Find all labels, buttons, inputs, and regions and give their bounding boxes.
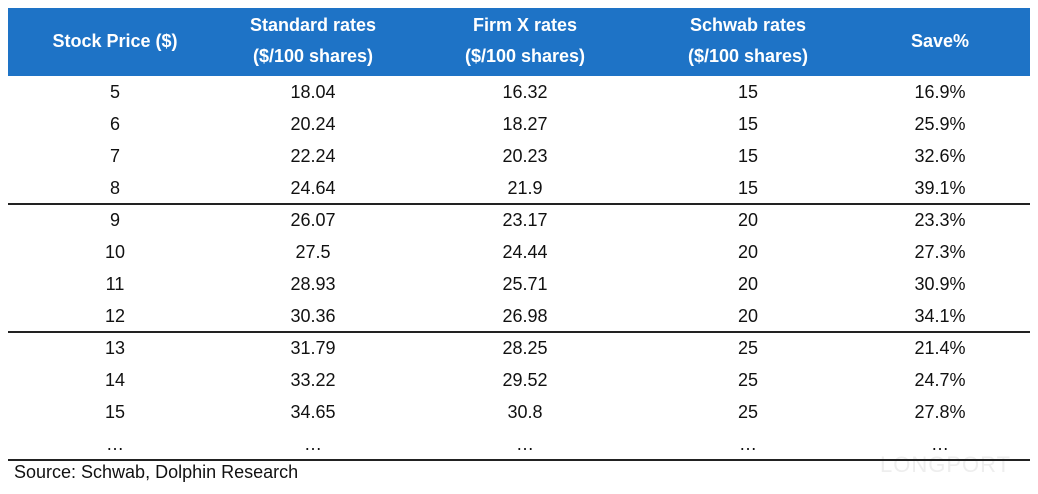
header-cell: Stock Price ($) <box>52 31 178 51</box>
table-cell: 22.24 <box>290 146 336 166</box>
table-cell: 24.44 <box>502 242 548 262</box>
bottom-rule <box>8 459 1030 461</box>
table-cell: 21.9 <box>507 178 543 198</box>
header-cell: ($/100 shares) <box>252 46 374 66</box>
table-cell: 13 <box>104 338 126 358</box>
table-cell: 32.6% <box>914 146 966 166</box>
table-cell: 5 <box>109 82 120 102</box>
table-cell: 21.4% <box>914 338 966 358</box>
table-cell: 26.07 <box>290 210 336 230</box>
table-cell: 27.8% <box>914 402 966 422</box>
table-cell: 39.1% <box>914 178 966 198</box>
table-cell: … <box>304 434 322 454</box>
header-cell: Save% <box>910 31 970 51</box>
header-cell: Standard rates <box>249 15 377 35</box>
table-cell: 29.52 <box>502 370 548 390</box>
table-cell: 20.23 <box>502 146 548 166</box>
table-cell: 26.98 <box>502 306 548 326</box>
table-cell: 20 <box>737 210 759 230</box>
table-cell: 15 <box>737 146 759 166</box>
table-cell: … <box>739 434 757 454</box>
table-cell: 33.22 <box>290 370 336 390</box>
table-cell: 20.24 <box>290 114 336 134</box>
table-cell: … <box>931 434 949 454</box>
table-cell: 27.5 <box>295 242 331 262</box>
data-table: Stock Price ($) Standard rates ($/100 shar… <box>8 8 1030 461</box>
table-cell: 16.32 <box>502 82 548 102</box>
table-cell: 20 <box>737 242 759 262</box>
header-cell: ($/100 shares) <box>464 46 586 66</box>
table-cell: 25.9% <box>914 114 966 134</box>
table-cell: 6 <box>109 114 120 134</box>
table-cell: 24.64 <box>290 178 336 198</box>
table-cell: 8 <box>109 178 120 198</box>
header-cell: ($/100 shares) <box>687 46 809 66</box>
group-separator <box>8 331 1030 333</box>
table-cell: 34.65 <box>290 402 336 422</box>
table-cell: 25 <box>737 402 759 422</box>
table-cell: 34.1% <box>914 306 966 326</box>
table-cell: 10 <box>104 242 126 262</box>
table-cell: … <box>106 434 124 454</box>
table-cell: 9 <box>109 210 120 230</box>
table-cell: 20 <box>737 274 759 294</box>
table-cell: 30.8 <box>507 402 543 422</box>
table-cell: 11 <box>105 274 125 294</box>
group-separator <box>8 203 1030 205</box>
table-cell: 12 <box>104 306 126 326</box>
table-cell: 28.25 <box>502 338 548 358</box>
table-cell: 18.27 <box>502 114 548 134</box>
table-cell: 25 <box>737 370 759 390</box>
table-cell: 15 <box>737 178 759 198</box>
table-cell: 15 <box>737 114 759 134</box>
table-cell: 14 <box>104 370 126 390</box>
table-cell: … <box>516 434 534 454</box>
table-cell: 28.93 <box>290 274 336 294</box>
table-cell: 20 <box>737 306 759 326</box>
table-header: Stock Price ($) Standard rates ($/100 shar… <box>8 8 1030 76</box>
table-cell: 23.3% <box>914 210 966 230</box>
table-cell: 27.3% <box>914 242 966 262</box>
table-cell: 18.04 <box>290 82 336 102</box>
table-cell: 16.9% <box>914 82 966 102</box>
watermark: LONGPORT <box>880 452 1012 477</box>
source-note: Source: Schwab, Dolphin Research <box>14 462 299 482</box>
table-cell: 25 <box>737 338 759 358</box>
table-cell: 30.36 <box>290 306 336 326</box>
table-cell: 30.9% <box>914 274 966 294</box>
table-cell: 31.79 <box>290 338 336 358</box>
table-cell: 15 <box>104 402 126 422</box>
table-cell: 23.17 <box>502 210 548 230</box>
header-cell: Firm X rates <box>472 15 578 35</box>
table-cell: 15 <box>737 82 759 102</box>
table-cell: 24.7% <box>914 370 966 390</box>
table-cell: 7 <box>109 146 120 166</box>
table-cell: 25.71 <box>502 274 548 294</box>
header-cell: Schwab rates <box>689 15 807 35</box>
